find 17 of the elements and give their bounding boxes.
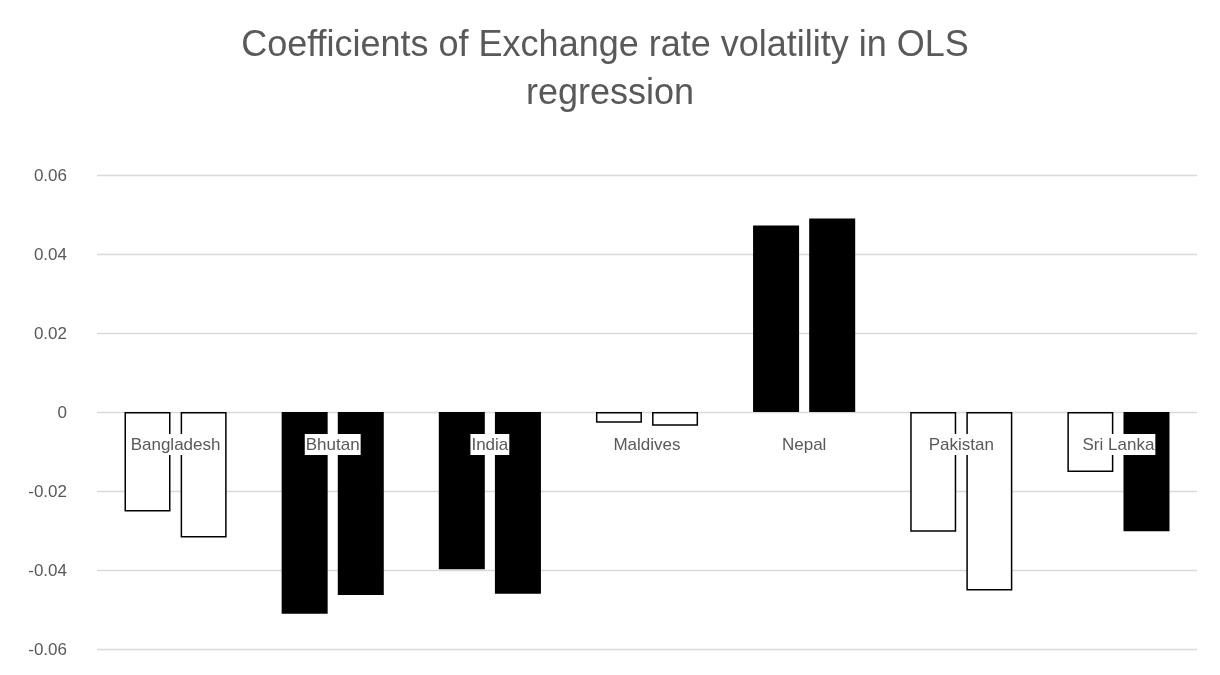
y-tick-label: -0.04 [28, 560, 67, 580]
x-tick-label: Nepal [781, 435, 827, 454]
y-tick-label: -0.06 [28, 639, 67, 659]
x-tick-label: Bhutan [305, 435, 360, 454]
y-tick-label: 0.04 [33, 244, 67, 264]
y-tick-label: 0.02 [33, 323, 67, 343]
chart-title: Coefficients of Exchange rate volatility in OLS regression [241, 22, 979, 112]
x-tick-label: Pakistan [928, 435, 994, 454]
x-tick-label: Sri Lanka [1082, 435, 1155, 454]
bar [809, 218, 856, 412]
x-tick-label: Bangladesh [130, 435, 221, 454]
x-tick-label: India [471, 435, 509, 454]
bar [595, 412, 642, 423]
y-tick-label: -0.02 [28, 481, 67, 501]
y-tick-label: 0.06 [33, 165, 67, 185]
y-tick-label: 0 [57, 402, 67, 422]
x-tick-label: Maldives [613, 435, 681, 454]
